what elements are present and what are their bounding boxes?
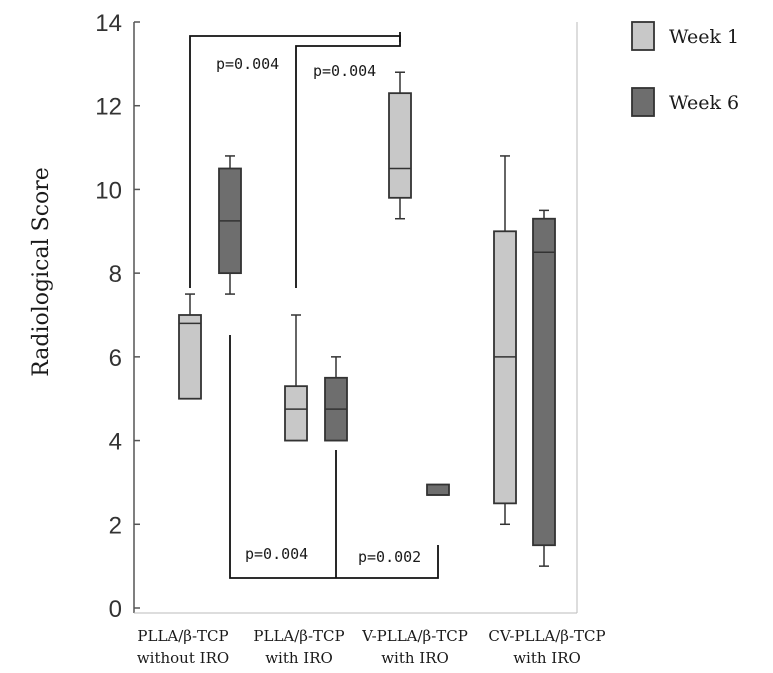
significance-brackets [189,32,439,579]
box-week1 [493,155,517,526]
p-value-label: p=0.002 [358,548,421,566]
box-body [426,483,450,496]
category-label: with IRO [381,649,449,667]
y-tick-label: 6 [109,345,122,372]
legend-swatch [631,87,655,117]
y-tick-label: 14 [95,10,122,37]
category-label: PLLA/β-TCP [137,627,228,645]
box-plots [178,71,556,567]
p-value-label: p=0.004 [245,545,308,563]
y-tick-label: 2 [109,512,122,539]
category-label: CV-PLLA/β-TCP [488,627,605,645]
category-label: with IRO [513,649,581,667]
category-label: V-PLLA/β-TCP [361,627,468,645]
box-week6 [324,356,348,442]
box-week1 [178,293,202,400]
y-tick-label: 4 [109,429,122,456]
y-tick-labels: 0 2 4 6 8 10 12 14 [95,10,122,623]
box-week6 [426,483,450,496]
y-tick-label: 0 [109,596,122,623]
box-week1 [388,71,412,220]
box-body [178,314,202,400]
p-value-label: p=0.004 [216,55,279,73]
box-body [388,92,412,199]
y-tick-label: 10 [95,177,122,204]
box-week1 [284,314,308,442]
category-labels: PLLA/β-TCP without IRO PLLA/β-TCP with IRO V… [137,627,606,667]
box-week6 [218,155,242,295]
box-body [493,230,517,505]
p-value-labels: p=0.004 p=0.004 p=0.004 p=0.002 [216,55,421,566]
legend-label: Week 6 [669,92,739,114]
box-body [532,217,556,547]
category-label: PLLA/β-TCP [253,627,344,645]
category-label: without IRO [137,649,229,667]
significance-bracket [295,32,401,288]
category-label: with IRO [265,649,333,667]
legend-label: Week 1 [669,26,739,48]
legend-swatch [631,21,655,51]
axes [133,21,578,614]
p-value-label: p=0.004 [313,62,376,80]
y-tick-label: 12 [95,94,122,121]
y-axis-label: Radiological Score [29,167,54,377]
box-week6 [532,209,556,567]
box-body [284,385,308,442]
legend: Week 1 Week 6 [631,21,739,117]
y-tick-label: 8 [109,261,122,288]
significance-bracket [229,335,439,579]
